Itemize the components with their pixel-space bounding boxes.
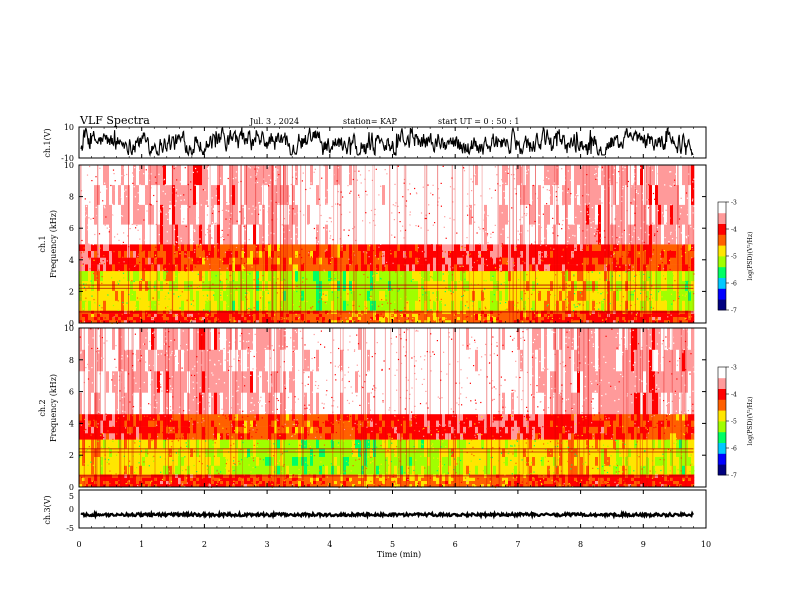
- ch3-waveform-ylabel: ch.3(V): [43, 495, 52, 524]
- colorbar-tick-label: -3: [731, 365, 737, 372]
- freq-tick-label: 8: [69, 193, 74, 202]
- ch2-spectrogram-panel: 0 2 4 6 8 10 ch.2 Frequency (kHz): [38, 324, 707, 492]
- ch3-waveform-panel: 5 0 -5 ch.3(V) 0 1 2 3 4 5 6 7 8 9 10 Time (min): [43, 127, 711, 559]
- ch1-waveform-ylabel: ch.1(V): [43, 128, 52, 157]
- ch3-ytick-mid: 0: [69, 505, 74, 514]
- ch2-spectrogram-ylabel-a: ch.2: [38, 399, 47, 416]
- date-label: Jul. 3 , 2024: [249, 117, 299, 126]
- colorbar-tick-label: -5: [731, 419, 737, 426]
- freq-tick-label: 6: [69, 388, 74, 397]
- ch1-spectrogram-yticks: 0 2 4 6 8 10: [64, 161, 706, 328]
- ch1-ytick-bottom: -10: [61, 154, 74, 163]
- ch1-waveform-panel: 10 -10 ch.1(V): [43, 123, 707, 163]
- ch3-waveform-frame: [78, 489, 707, 529]
- chart-title: VLF Spectra: [79, 114, 150, 127]
- ch1-ytick-top: 10: [64, 123, 74, 132]
- time-tick-label: 9: [641, 540, 646, 549]
- colorbar-tick-label: -5: [731, 254, 737, 261]
- ch1-spectrogram-image: [79, 165, 706, 325]
- time-tick-label: 0: [76, 540, 81, 549]
- time-tick-label: 8: [578, 540, 583, 549]
- ch3-waveform-line: [80, 509, 694, 520]
- colorbar-tick-label: -7: [731, 308, 737, 315]
- start-time-label: start UT = 0 : 50 : 1: [438, 117, 519, 126]
- ch1-spectrogram-panel: 0 2 4 6 8 10 ch.1 Frequency (kHz): [38, 161, 707, 328]
- ch1-spectrogram-ylabel-b: Frequency (kHz): [49, 210, 58, 278]
- colorbar-tick-label: -4: [731, 392, 737, 399]
- ch1-colorbar: -3 -4 -5 -6 -7 log(PSD)(V²/Hz): [717, 200, 754, 315]
- time-tick-label: 7: [515, 540, 520, 549]
- time-axis-label: Time (min): [377, 550, 421, 559]
- time-axis-ticks: 0 1 2 3 4 5 6 7 8 9 10: [76, 127, 711, 549]
- colorbar-tick-label: -3: [731, 200, 737, 207]
- ch3-ytick-top: 5: [69, 492, 74, 501]
- time-tick-label: 10: [701, 540, 711, 549]
- freq-tick-label: 2: [69, 451, 74, 460]
- freq-tick-label: 0: [69, 319, 74, 328]
- ch1-spectrogram-ylabel-a: ch.1: [38, 235, 47, 252]
- ch2-spectrogram-ylabel-b: Frequency (kHz): [49, 374, 58, 442]
- colorbar-tick-label: -4: [731, 227, 737, 234]
- ch2-spectrogram-image: [79, 328, 706, 489]
- freq-tick-label: 10: [64, 161, 74, 170]
- ch1-waveform-trace: [80, 126, 694, 158]
- time-tick-label: 3: [265, 540, 270, 549]
- ch3-waveform-trace: [80, 509, 694, 520]
- station-label: station= KAP: [343, 117, 398, 126]
- freq-tick-label: 4: [69, 419, 74, 428]
- colorbar-tick-label: -6: [731, 446, 737, 453]
- freq-tick-label: 10: [64, 324, 74, 333]
- colorbar-label: log(PSD)(V²/Hz): [747, 397, 754, 446]
- colorbar-tick-label: -6: [731, 281, 737, 288]
- ch3-ytick-bottom: -5: [66, 524, 74, 533]
- freq-tick-label: 6: [69, 224, 74, 233]
- ch1-waveform-line: [80, 126, 694, 158]
- colorbar-tick-label: -7: [731, 473, 737, 480]
- time-tick-label: 2: [202, 540, 207, 549]
- ch2-colorbar: -3 -4 -5 -6 -7 log(PSD)(V²/Hz): [717, 365, 754, 480]
- time-tick-label: 6: [453, 540, 458, 549]
- ch2-spectrogram-yticks: 0 2 4 6 8 10: [64, 324, 706, 492]
- freq-tick-label: 8: [69, 356, 74, 365]
- time-tick-label: 4: [327, 540, 332, 549]
- colorbar-label: log(PSD)(V²/Hz): [747, 232, 754, 281]
- freq-tick-label: 4: [69, 256, 74, 265]
- time-tick-label: 5: [390, 540, 395, 549]
- freq-tick-label: 2: [69, 287, 74, 296]
- time-tick-label: 1: [139, 540, 144, 549]
- freq-tick-label: 0: [69, 483, 74, 492]
